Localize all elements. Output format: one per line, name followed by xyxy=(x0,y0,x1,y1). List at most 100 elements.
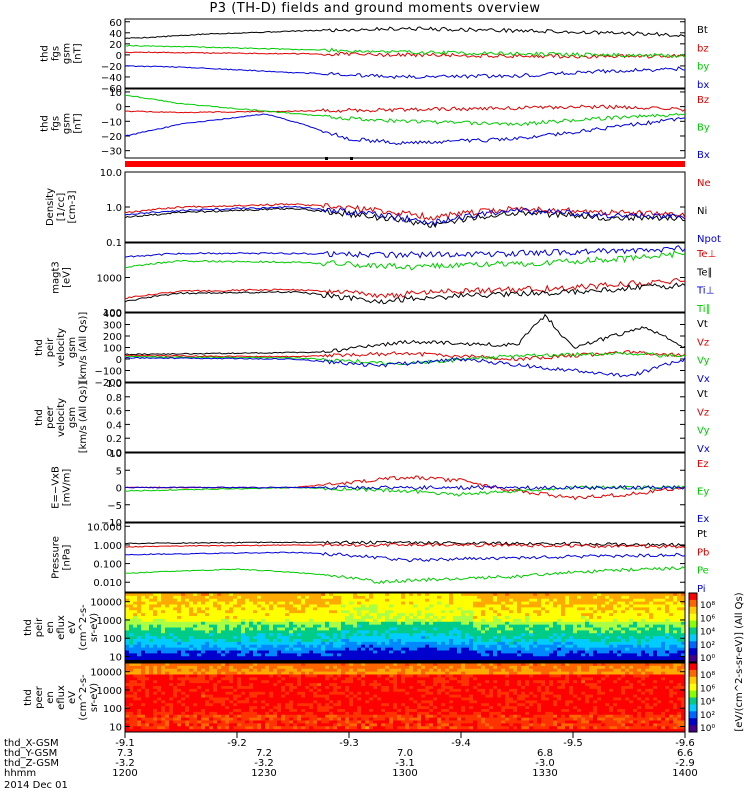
spectrogram-cell xyxy=(369,613,374,617)
spectrogram-cell xyxy=(321,691,326,696)
series-line-Bz xyxy=(124,104,686,114)
spectrogram-cell xyxy=(625,636,630,640)
spectrogram-cell xyxy=(505,601,510,606)
spectrogram-cell xyxy=(137,610,142,614)
spectrogram-cell xyxy=(317,641,322,646)
spectrogram-cell xyxy=(561,601,566,606)
spectrogram-cell xyxy=(597,627,602,631)
spectrogram-cell xyxy=(217,720,222,724)
spectrogram-cell xyxy=(329,697,334,701)
y-tick-label: 0.4 xyxy=(106,420,122,431)
spectrogram-cell xyxy=(449,639,454,643)
spectrogram-cell xyxy=(553,610,558,614)
spectrogram-cell xyxy=(497,624,502,629)
spectrogram-cell xyxy=(221,665,226,670)
spectrogram-cell xyxy=(525,618,530,623)
spectrogram-cell xyxy=(333,610,338,614)
spectrogram-cell xyxy=(569,593,574,597)
spectrogram-cell xyxy=(125,686,130,690)
spectrogram-cell xyxy=(169,706,174,710)
spectrogram-cell xyxy=(133,697,138,701)
spectrogram-cell xyxy=(445,604,450,608)
spectrogram-cell xyxy=(185,618,190,623)
spectrogram-cell xyxy=(465,636,470,640)
spectrogram-cell xyxy=(321,663,326,667)
spectrogram-cell xyxy=(221,656,226,660)
spectrogram-cell xyxy=(653,607,658,611)
spectrogram-cell xyxy=(261,593,266,597)
spectrogram-cell xyxy=(297,686,302,690)
spectrogram-cell xyxy=(353,653,358,657)
spectrogram-cell xyxy=(309,674,314,678)
spectrogram-cell xyxy=(253,647,258,652)
spectrogram-cell xyxy=(293,610,298,614)
spectrogram-cell xyxy=(541,598,546,603)
spectrogram-cell xyxy=(173,723,178,727)
spectrogram-cell xyxy=(349,714,354,719)
spectrogram-cell xyxy=(201,726,206,730)
spectrogram-cell xyxy=(301,706,306,710)
spectrogram-cell xyxy=(489,607,494,611)
spectrogram-cell xyxy=(265,680,270,684)
spectrogram-cell xyxy=(309,647,314,652)
spectrogram-cell xyxy=(601,598,606,603)
spectrogram-cell xyxy=(273,680,278,684)
spectrogram-cell xyxy=(449,613,454,617)
spectrogram-cell xyxy=(169,613,174,617)
spectrogram-cell xyxy=(185,674,190,678)
spectrogram-cell xyxy=(209,621,214,626)
spectrogram-cell xyxy=(453,613,458,617)
spectrogram-cell xyxy=(461,624,466,629)
spectrogram-cell xyxy=(669,593,674,597)
spectrogram-cell xyxy=(373,607,378,611)
spectrogram-cell xyxy=(529,644,534,649)
spectrogram-cell xyxy=(297,616,302,620)
spectrogram-cell xyxy=(301,616,306,620)
spectrogram-cell xyxy=(141,720,146,724)
spectrogram-cell xyxy=(221,700,226,704)
spectrogram-cell xyxy=(321,697,326,701)
spectrogram-cell xyxy=(413,636,418,640)
spectrogram-cell xyxy=(545,618,550,623)
spectrogram-cell xyxy=(337,703,342,707)
spectrogram-cell xyxy=(649,653,654,657)
spectrogram-cell xyxy=(673,650,678,654)
spectrogram-cell xyxy=(349,618,354,623)
spectrogram-cell xyxy=(173,604,178,608)
spectrogram-cell xyxy=(401,650,406,654)
spectrogram-cell xyxy=(189,709,194,713)
spectrogram-cell xyxy=(317,624,322,629)
spectrogram-cell xyxy=(289,656,294,660)
spectrogram-cell xyxy=(281,723,286,727)
spectrogram-cell xyxy=(273,683,278,687)
spectrogram-cell xyxy=(177,593,182,597)
spectrogram-cell xyxy=(169,633,174,637)
y-axis-label-line: gsm xyxy=(67,337,78,358)
spectrogram-cell xyxy=(413,607,418,611)
spectrogram-cell xyxy=(277,697,282,701)
spectrogram-cell xyxy=(217,636,222,640)
spectrogram-cell xyxy=(541,621,546,626)
spectrogram-cell xyxy=(237,671,242,676)
spectrogram-cell xyxy=(189,633,194,637)
spectrogram-cell xyxy=(205,621,210,626)
spectrogram-cell xyxy=(253,621,258,626)
spectrogram-cell xyxy=(337,706,342,710)
spectrogram-cell xyxy=(645,610,650,614)
spectrogram-cell xyxy=(341,598,346,603)
spectrogram-cell xyxy=(237,688,242,693)
spectrogram-cell xyxy=(205,674,210,678)
spectrogram-cell xyxy=(661,618,666,623)
spectrogram-cell xyxy=(337,663,342,667)
spectrogram-cell xyxy=(321,729,326,733)
spectrogram-cell xyxy=(249,720,254,724)
y-tick-label: −20 xyxy=(101,62,122,73)
spectrogram-cell xyxy=(481,598,486,603)
y-axis-label-line: peir xyxy=(34,617,45,637)
spectrogram-cell xyxy=(569,656,574,660)
spectrogram-cell xyxy=(597,607,602,611)
spectrogram-cell xyxy=(405,610,410,614)
spectrogram-cell xyxy=(253,729,258,733)
spectrogram-cell xyxy=(309,694,314,699)
spectrogram-cell xyxy=(541,633,546,637)
